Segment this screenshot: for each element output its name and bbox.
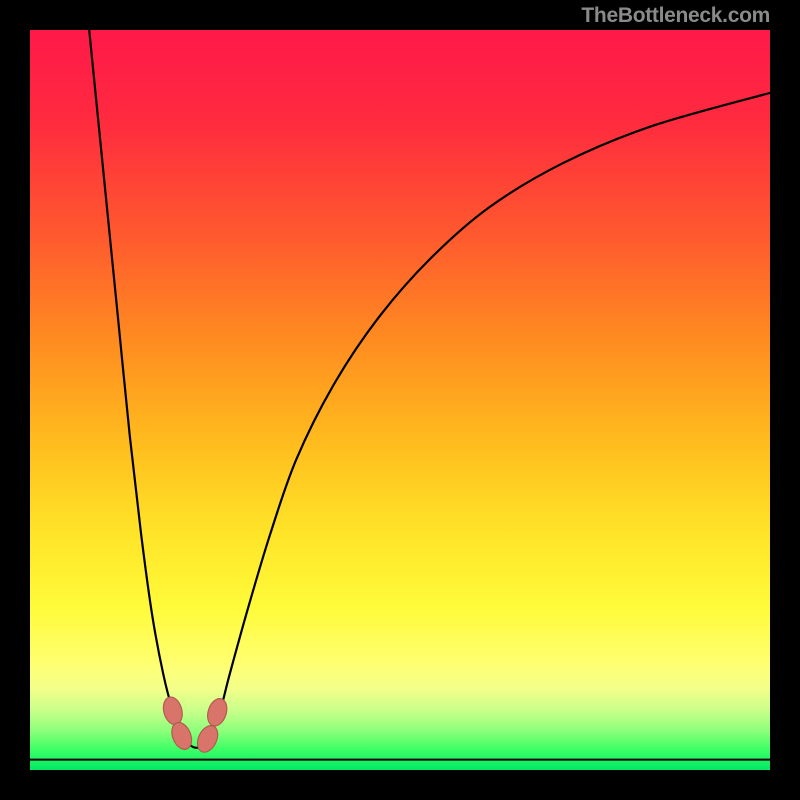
performance-curve xyxy=(89,30,770,748)
chart-container: TheBottleneck.com xyxy=(0,0,800,800)
watermark-text: TheBottleneck.com xyxy=(581,4,770,28)
data-markers xyxy=(161,695,231,755)
data-marker xyxy=(161,695,186,727)
plot-area xyxy=(30,30,770,770)
data-marker xyxy=(194,722,222,755)
bottleneck-curve xyxy=(30,30,770,770)
data-marker xyxy=(204,696,230,728)
